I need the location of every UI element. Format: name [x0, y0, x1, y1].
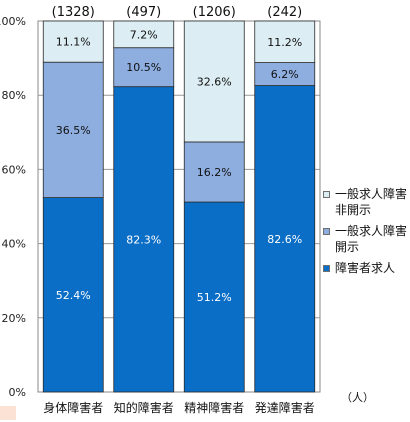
- legend-swatch: [323, 228, 330, 235]
- x-tick-label: 発達障害者: [255, 400, 315, 415]
- legend-swatch: [323, 191, 330, 198]
- bar-segment: [254, 85, 316, 393]
- x-tick-label: 身体障害者: [43, 400, 103, 415]
- data-label: 11.2%: [267, 36, 302, 49]
- x-tick-label: 知的障害者: [114, 400, 174, 415]
- count-label: (242): [267, 5, 302, 20]
- y-tick-label: 20%: [2, 312, 26, 325]
- bar-segment: [183, 141, 245, 203]
- bar-segment: [113, 86, 175, 393]
- legend-item: 一般求人障害非開示: [323, 186, 408, 218]
- legend-label: 障害者求人: [335, 261, 396, 275]
- legend-label: 一般求人障害開示: [335, 224, 408, 254]
- y-tick-label: 40%: [2, 238, 26, 251]
- legend-swatch: [323, 265, 330, 272]
- data-label: 51.2%: [197, 291, 232, 304]
- data-label: 52.4%: [56, 289, 91, 302]
- x-tick-label: 精神障害者: [184, 400, 244, 415]
- data-label: 11.1%: [56, 36, 91, 49]
- legend-label: 一般求人障害非開示: [335, 187, 408, 217]
- bar-segment: [42, 197, 104, 393]
- count-label: (1328): [52, 5, 95, 20]
- data-label: 82.6%: [267, 233, 302, 246]
- data-label: 36.5%: [56, 124, 91, 137]
- data-label: 6.2%: [271, 68, 299, 81]
- data-label: 16.2%: [197, 166, 232, 179]
- y-tick-label: 80%: [2, 89, 26, 102]
- bar-segment: [113, 20, 175, 49]
- data-label: 10.5%: [126, 61, 161, 74]
- y-tick-label: 60%: [2, 163, 26, 176]
- count-label: (497): [126, 5, 161, 20]
- unit-label: （人）: [341, 391, 374, 404]
- bar-segment: [254, 20, 316, 63]
- bar-segment: [42, 61, 104, 198]
- legend-item: 一般求人障害開示: [323, 223, 408, 255]
- corner-mark: [0, 406, 16, 420]
- data-label: 7.2%: [130, 28, 158, 41]
- bar-segment: [183, 20, 245, 143]
- data-label: 32.6%: [197, 75, 232, 88]
- legend: 一般求人障害非開示 一般求人障害開示障害者求人: [323, 186, 408, 281]
- bar-segment: [42, 20, 104, 63]
- plot-frame: [37, 20, 321, 393]
- legend-item: 障害者求人: [323, 260, 408, 276]
- data-label: 82.3%: [126, 233, 161, 246]
- y-tick-label: 0%: [9, 386, 26, 399]
- bar-segment: [113, 47, 175, 88]
- count-label: (1206): [193, 5, 236, 20]
- bar-segment: [183, 201, 245, 393]
- y-tick-label: 100%: [0, 15, 26, 28]
